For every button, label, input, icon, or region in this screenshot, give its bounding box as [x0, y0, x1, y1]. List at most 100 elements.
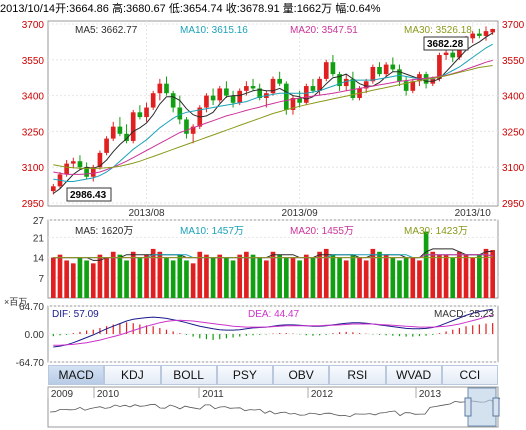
volume-bar: [237, 254, 243, 298]
candle-body: [110, 126, 116, 139]
candle-body: [363, 81, 369, 89]
price-ytick-right: 3100: [502, 163, 525, 174]
tab-psy[interactable]: PSY: [216, 365, 273, 385]
tab-rsi[interactable]: RSI: [329, 365, 386, 385]
dif-label: DIF: 57.09: [52, 309, 99, 320]
volume-bar: [64, 260, 69, 298]
candle-body: [477, 33, 482, 36]
candle-body: [457, 45, 462, 58]
tab-macd[interactable]: MACD: [48, 365, 105, 385]
navigator-right-handle[interactable]: [492, 397, 500, 417]
candle-body: [303, 86, 309, 103]
volume-bar: [330, 254, 336, 298]
volume-bar: [417, 260, 422, 298]
candle-body: [70, 161, 76, 164]
candle-body: [164, 83, 169, 94]
close-value: 3678.91: [239, 3, 280, 15]
volume-bar: [137, 257, 143, 298]
candle-body: [177, 107, 183, 120]
tab-wvad[interactable]: WVAD: [385, 365, 442, 385]
volume-bar: [217, 254, 223, 298]
candle-body: [224, 88, 229, 96]
volume-bar: [170, 260, 176, 298]
candle-body: [443, 52, 449, 56]
volume-bar: [277, 254, 282, 298]
volume-bar: [383, 254, 389, 298]
volume-ma-line-ma5: [53, 248, 493, 261]
volume-bar: [157, 251, 163, 298]
candle-body: [423, 74, 429, 84]
price-xtick-label: 2013/09: [282, 208, 319, 219]
price-ytick-left: 3550: [22, 56, 45, 67]
candle-body: [210, 95, 216, 101]
volume-bar: [90, 263, 96, 298]
dea-label: DEA: 44.47: [248, 309, 300, 320]
candle-body: [77, 161, 83, 168]
volume-bar: [57, 254, 63, 298]
candle-body: [450, 52, 456, 58]
volume-bar: [283, 257, 289, 298]
macd-label: MACD: 25.23: [434, 309, 494, 320]
candle-body: [237, 90, 243, 103]
price-ma-line-ma20: [53, 59, 493, 175]
candle-body: [117, 126, 123, 134]
price-ytick-left: 3700: [22, 20, 45, 31]
volume-bar: [84, 260, 89, 298]
candle-body: [244, 86, 249, 91]
ohlc-header: 2013/10/14开:3664.86 高:3680.67 低:3654.74 …: [0, 0, 526, 18]
volume-bar: [77, 257, 83, 298]
navigator-range-window: [467, 387, 497, 427]
candle-body: [490, 29, 496, 33]
volume-ma-line-ma10: [53, 254, 493, 259]
candle-body: [130, 112, 136, 141]
change-value: 0.64%: [349, 3, 381, 15]
volume-bar: [297, 260, 302, 298]
ma10-volume-label: MA10: 1457万: [180, 226, 244, 237]
volume-bar: [110, 251, 116, 298]
macd-unit-label: ×百万: [4, 297, 27, 307]
volume-bar: [290, 257, 296, 298]
candle-body: [270, 78, 276, 94]
volume-ma-line-ma30: [53, 256, 493, 259]
volume-bar: [150, 248, 156, 298]
tab-obv[interactable]: OBV: [273, 365, 330, 385]
candle-body: [310, 86, 316, 91]
tab-boll[interactable]: BOLL: [160, 365, 217, 385]
candle-body: [483, 31, 489, 36]
volume-ytick: 14: [33, 254, 45, 265]
candle-body: [124, 133, 129, 141]
macd-ytick: 0.00: [25, 330, 45, 341]
quote-date: 2013/10/14: [0, 3, 56, 15]
volume-bar: [177, 254, 183, 298]
tab-cci[interactable]: CCI: [441, 365, 498, 385]
navigator-left-handle[interactable]: [464, 397, 472, 417]
volume-bar: [397, 260, 402, 298]
candle-body: [370, 66, 376, 82]
price-ytick-right: 2950: [502, 199, 525, 210]
macd-line-dif: [53, 308, 493, 348]
price-ytick-left: 2950: [22, 199, 45, 210]
candle-body: [323, 62, 329, 79]
candle-body: [197, 107, 203, 127]
tab-kdj[interactable]: KDJ: [104, 365, 161, 385]
volume-bar: [357, 257, 362, 298]
price-ytick-left: 3100: [22, 163, 45, 174]
volume-bar: [190, 263, 196, 298]
indicator-tabs: MACD KDJ BOLL PSY OBV RSI WVAD CCI: [48, 365, 498, 385]
candle-body: [397, 69, 402, 82]
volume-bar: [437, 254, 442, 298]
volume-bar: [323, 248, 329, 298]
price-xtick-label: 2013/10: [455, 208, 492, 219]
candle-body: [290, 97, 296, 110]
candle-body: [264, 93, 269, 98]
candle-body: [90, 167, 96, 177]
volume-bar: [403, 257, 409, 298]
candle-body: [463, 38, 469, 46]
volume-bar: [184, 260, 189, 298]
volume-bar: [117, 254, 123, 298]
volume-bar: [377, 251, 382, 298]
navigator-year-label: 2009: [51, 389, 74, 400]
navigator-frame: [47, 386, 499, 428]
volume-ytick: 27: [33, 216, 45, 227]
volume-bar: [423, 231, 429, 298]
